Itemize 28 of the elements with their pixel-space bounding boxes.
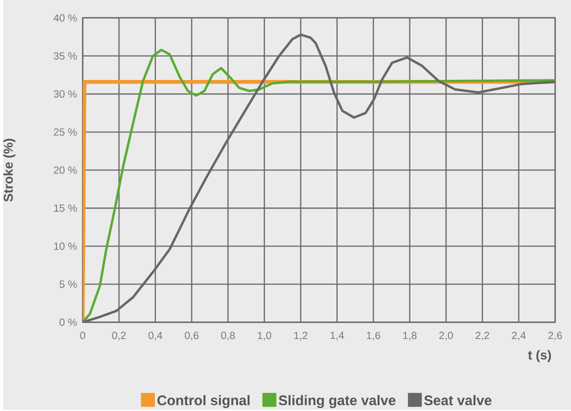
x-tick-label: 1,6 <box>366 332 380 341</box>
legend-label: Sliding gate valve <box>278 395 396 408</box>
x-tick-label: 2,0 <box>439 332 453 341</box>
x-tick-label: 1,4 <box>330 332 344 340</box>
x-tick-label: 1,0 <box>258 332 272 341</box>
y-tick-label: 5 % <box>60 280 77 288</box>
x-tick-label: 0,2 <box>112 332 126 341</box>
x-tick-label: 0,6 <box>184 332 198 341</box>
x-tick-label: 0,4 <box>148 332 162 341</box>
y-tick-label: 25 % <box>54 128 77 136</box>
y-axis-title: Stroke (%) <box>3 138 16 202</box>
y-tick-label: 0 % <box>60 318 77 326</box>
x-tick-label: 2,2 <box>476 332 490 341</box>
x-tick-label: 2,6 <box>548 332 562 341</box>
x-tick-label: 1,8 <box>403 332 417 341</box>
x-tick-label: 0 <box>80 332 86 340</box>
y-tick-label: 35 % <box>54 52 77 60</box>
y-tick-label: 30 % <box>54 90 77 98</box>
x-tick-label: 1,2 <box>294 332 308 341</box>
y-tick-label: 20 % <box>54 166 77 174</box>
y-tick-label: 40 % <box>54 14 77 22</box>
legend-label: Control signal <box>157 395 250 408</box>
y-tick-label: 15 % <box>54 204 77 212</box>
x-tick-label: 0,8 <box>221 332 235 341</box>
x-tick-label: 2,4 <box>512 332 526 341</box>
legend-label: Seat valve <box>424 395 492 406</box>
y-tick-label: 10 % <box>54 242 77 250</box>
x-axis-title: t (s) <box>528 350 551 362</box>
